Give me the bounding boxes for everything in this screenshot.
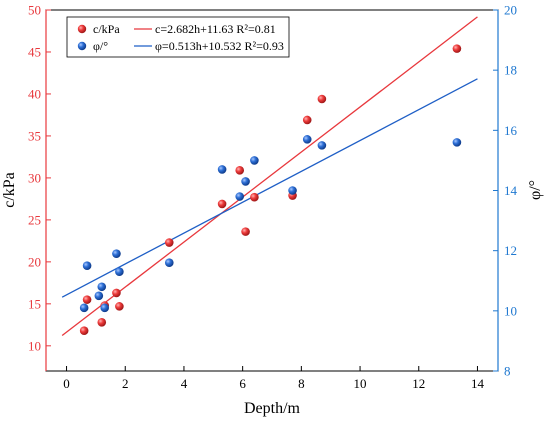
point-phi xyxy=(115,267,124,277)
legend-box xyxy=(66,16,290,58)
right-tick-label: 10 xyxy=(504,303,517,318)
right-tick-label: 8 xyxy=(504,364,511,379)
left-tick-label: 15 xyxy=(28,296,41,311)
x-tick-label: 14 xyxy=(471,376,485,391)
legend: c/kPa c=2.682h+11.63 R²=0.81 φ/° φ=0.513… xyxy=(66,16,290,58)
left-tick-label: 10 xyxy=(28,338,41,353)
point-phi xyxy=(97,282,107,292)
x-tick-label: 2 xyxy=(122,376,129,391)
left-tick-label: 50 xyxy=(28,3,41,18)
point-phi xyxy=(452,138,462,147)
legend-label-phi: φ/° xyxy=(93,39,108,53)
legend-marker-c xyxy=(77,24,87,34)
right-tick-label: 18 xyxy=(504,63,517,78)
point-phi xyxy=(164,258,174,268)
point-phi xyxy=(217,165,227,174)
fit-line-c xyxy=(61,16,478,337)
right-tick-label: 12 xyxy=(504,243,517,258)
x-axis-title: Depth/m xyxy=(244,400,301,417)
left-tick-label: 40 xyxy=(28,86,41,101)
right-tick-label: 20 xyxy=(504,3,517,18)
point-c xyxy=(217,199,227,209)
point-c xyxy=(115,302,124,311)
point-phi xyxy=(241,177,250,186)
point-c xyxy=(97,318,107,327)
point-phi xyxy=(82,261,92,271)
point-phi xyxy=(79,303,89,313)
point-c xyxy=(241,227,250,236)
fit-lines xyxy=(61,16,478,337)
point-phi xyxy=(100,303,110,313)
legend-fit-phi: φ=0.513h+10.532 R²=0.93 xyxy=(155,39,284,53)
legend-label-c: c/kPa xyxy=(93,22,120,36)
point-phi xyxy=(250,156,259,165)
plot-frame xyxy=(45,9,499,372)
legend-fit-c: c=2.682h+11.63 R²=0.81 xyxy=(155,22,276,36)
left-tick-label: 20 xyxy=(28,254,41,269)
left-tick-label: 30 xyxy=(28,170,41,185)
point-phi xyxy=(302,135,312,144)
right-axis-ticks: 8 10 12 14 16 18 20 xyxy=(493,3,518,379)
point-c xyxy=(82,295,92,304)
point-c xyxy=(452,44,462,53)
left-tick-label: 45 xyxy=(28,44,41,59)
point-c xyxy=(302,115,312,125)
point-c xyxy=(235,166,245,175)
point-phi xyxy=(288,186,297,195)
point-phi xyxy=(317,141,327,150)
x-tick-label: 10 xyxy=(354,376,367,391)
data-points xyxy=(79,44,462,336)
left-tick-label: 35 xyxy=(28,128,41,143)
point-c xyxy=(112,288,121,298)
point-c xyxy=(164,238,174,247)
left-axis-title: c/kPa xyxy=(1,172,18,208)
right-axis-title: φ/° xyxy=(527,180,544,200)
right-tick-label: 16 xyxy=(504,123,518,138)
x-axis-ticks: 0 2 4 6 8 10 12 14 xyxy=(63,366,484,391)
point-c xyxy=(79,326,89,336)
x-tick-label: 6 xyxy=(239,376,246,391)
x-tick-label: 0 xyxy=(63,376,70,391)
point-phi xyxy=(112,249,121,258)
left-tick-label: 25 xyxy=(28,212,41,227)
point-phi xyxy=(235,192,245,201)
left-axis-ticks: 10 15 20 25 30 35 40 45 50 xyxy=(28,3,51,371)
legend-marker-phi xyxy=(77,41,87,51)
point-c xyxy=(317,94,327,104)
x-tick-label: 12 xyxy=(412,376,425,391)
x-tick-label: 4 xyxy=(181,376,188,391)
right-tick-label: 14 xyxy=(504,183,518,198)
point-c xyxy=(250,192,259,202)
fit-line-phi xyxy=(61,78,478,298)
point-phi xyxy=(94,291,104,301)
x-tick-label: 8 xyxy=(298,376,305,391)
